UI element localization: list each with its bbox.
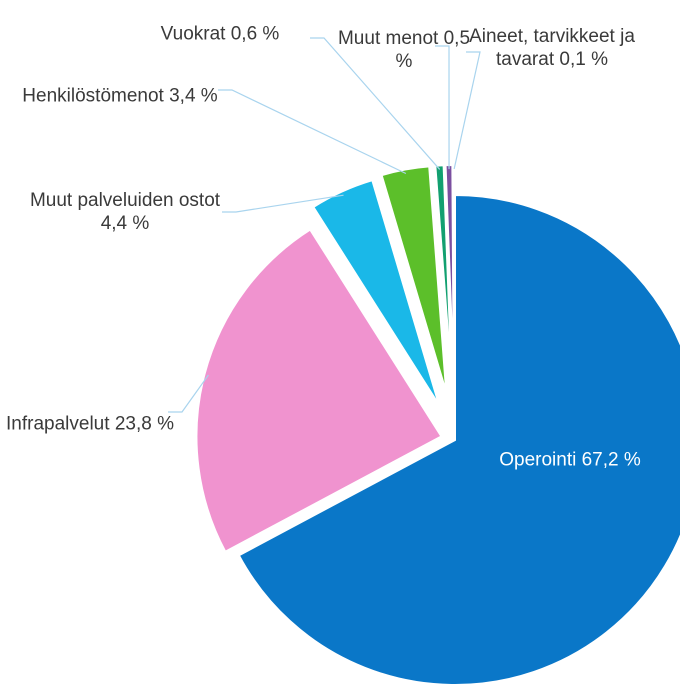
pie-slice <box>195 228 443 554</box>
leader-line <box>310 37 441 170</box>
pie-slice <box>311 178 441 406</box>
slice-label: Operointi 67,2 % <box>460 449 680 472</box>
slice-label: Vuokrat 0,6 % <box>125 23 315 46</box>
pie-slice <box>434 164 453 386</box>
slice-label: Aineet, tarvikkeet ja tavarat 0,1 % <box>467 25 637 71</box>
pie-slice <box>452 163 456 381</box>
category-label: Vuokrat <box>160 23 226 45</box>
pie-slice <box>237 193 680 686</box>
category-label: Infrapalvelut <box>6 413 110 435</box>
value-label: 0,1 % <box>559 49 608 70</box>
value-label: 0,6 % <box>230 23 280 45</box>
leader-line <box>453 51 481 170</box>
leader-line <box>435 45 450 170</box>
value-label: 4,4 % <box>100 213 150 234</box>
category-label: Operointi <box>499 449 577 471</box>
category-label: Aineet, tarvikkeet ja tavarat <box>469 26 635 70</box>
category-label: Muut palveluiden ostot <box>29 190 221 211</box>
slice-label: Muut palveluiden ostot 4,4 % <box>25 189 225 235</box>
value-label: 67,2 % <box>581 449 641 471</box>
leader-line <box>222 194 344 213</box>
leader-line <box>168 374 209 413</box>
category-label: Muut menot <box>337 28 439 49</box>
pie-slice <box>380 165 448 394</box>
slice-label: Henkilöstömenot 3,4 % <box>15 85 225 108</box>
slice-label: Infrapalvelut 23,8 % <box>5 413 175 436</box>
slice-label: Muut menot 0,5 % <box>329 27 479 73</box>
value-label: 23,8 % <box>114 413 174 435</box>
category-label: Henkilöstömenot <box>22 85 164 107</box>
value-label: 3,4 % <box>169 85 218 107</box>
leader-line <box>218 89 407 175</box>
value-label: 0,5 % <box>395 28 471 72</box>
